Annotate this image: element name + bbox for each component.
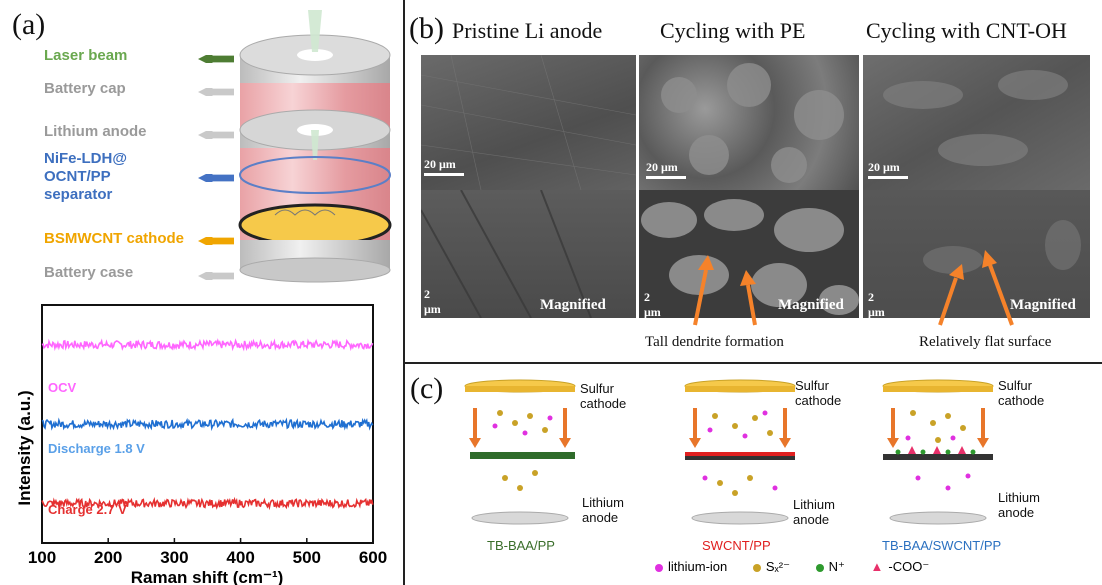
x-tick-label: 200 [94, 548, 122, 567]
sem-pristine-top [421, 55, 636, 190]
panel-a-letter: (a) [12, 8, 46, 41]
column-title-pe: Cycling with PE [660, 18, 806, 43]
x-tick-label: 400 [226, 548, 254, 567]
magnified-cnt-oh: Magnified [1010, 297, 1076, 313]
arrow-lithium-anode [198, 131, 234, 139]
cell-1-bottom-label: Lithium anode [582, 495, 624, 525]
lithium-ion-dot-icon [655, 563, 663, 572]
label-separator-line2: OCNT/PP [44, 168, 111, 185]
y-axis-label: Intensity (a.u.) [15, 390, 34, 505]
sem-pe-top [639, 55, 859, 190]
scalebar-pristine-top: 20 μm [424, 157, 464, 176]
panel-c-letter: (c) [410, 372, 444, 405]
scalebar-pe-top: 20 μm [646, 160, 686, 179]
column-title-cnt-oh: Cycling with CNT-OH [866, 18, 1067, 43]
legend-item-coo: ▲ -COO⁻ [871, 559, 930, 574]
label-battery-case: Battery case [44, 264, 134, 281]
legend-label: N⁺ [828, 559, 845, 574]
label-laser-beam: Laser beam [44, 47, 128, 64]
cell-2-top-label: Sulfur cathode [795, 378, 842, 408]
scalebar-label: 20 μm [868, 160, 900, 174]
arrow-laser-beam [198, 55, 234, 63]
series-line [41, 338, 374, 352]
x-tick-label: 100 [28, 548, 56, 567]
cell-schematic-3 [882, 379, 994, 525]
legend-item-polysulfide: Sₓ²⁻ [752, 559, 791, 574]
scalebar-label: 2 μm [424, 287, 441, 316]
arrow-battery-cap [198, 88, 234, 96]
divider-vertical [403, 0, 405, 585]
dendrite-arrows [693, 250, 1014, 326]
x-tick-label: 300 [160, 548, 188, 567]
scalebar-cnt-oh-top: 20 μm [868, 160, 908, 179]
scalebar-pe-bottom: 2 μm [644, 290, 666, 324]
legend-charge: Charge 2.7 V [48, 502, 127, 517]
polysulfide-dot-icon [752, 563, 761, 572]
legend: lithium-ion Sₓ²⁻ N⁺ ▲ -COO⁻ [655, 559, 929, 575]
label-lithium-anode: Lithium anode [44, 123, 147, 140]
cell-2-bottom-label: Lithium anode [793, 497, 835, 527]
series-line [41, 417, 374, 432]
cell-3-bottom-label: Lithium anode [998, 490, 1040, 520]
cell-1-name: TB-BAA/PP [487, 538, 555, 553]
cell-2-name: SWCNT/PP [702, 538, 771, 553]
cell-schematic-1 [464, 379, 576, 525]
cell-3-top-label: Sulfur cathode [998, 378, 1045, 408]
arrow-cathode [198, 237, 234, 245]
cell-schematic-2 [684, 379, 796, 525]
scalebar-label: 2 μm [868, 290, 885, 319]
label-separator-line1: NiFe-LDH@ [44, 150, 127, 167]
panel-b-letter: (b) [409, 12, 444, 45]
x-tick-label: 500 [293, 548, 321, 567]
magnified-pristine: Magnified [540, 297, 606, 313]
legend-ocv: OCV [48, 380, 77, 395]
caption-flat-surface: Relatively flat surface [919, 334, 1052, 350]
label-cathode: BSMWCNT cathode [44, 230, 184, 247]
arrow-separator [198, 174, 234, 182]
arrow-battery-case [198, 272, 234, 280]
series-line [41, 496, 374, 511]
scalebar-cnt-oh-bottom: 2 μm [868, 290, 890, 324]
scalebar-label: 20 μm [646, 160, 678, 174]
raman-chart: 100 200 300 400 500 600 Intensity (a.u.) Rama… [15, 304, 387, 585]
sem-cnt-oh-top [863, 55, 1090, 190]
n-plus-dot-icon [815, 563, 824, 572]
scalebar-label: 2 μm [644, 290, 661, 319]
magnified-pe: Magnified [778, 297, 844, 313]
scalebar-pristine-bottom: 2 μm [424, 287, 446, 321]
legend-label: lithium-ion [668, 559, 728, 574]
scalebar-label: 20 μm [424, 157, 456, 171]
sem-cnt-oh-bottom [863, 190, 1090, 318]
cell-1-top-label: Sulfur cathode [580, 381, 627, 411]
coo-triangle-icon: ▲ [870, 559, 884, 574]
legend-item-n-plus: N⁺ [815, 559, 845, 574]
sem-pristine-bottom [421, 190, 636, 318]
x-axis-label: Raman shift (cm⁻¹) [131, 568, 284, 585]
legend-item-lithium-ion: lithium-ion [655, 559, 727, 574]
x-tick-label: 600 [359, 548, 387, 567]
column-title-pristine: Pristine Li anode [452, 18, 603, 43]
legend-discharge: Discharge 1.8 V [48, 441, 145, 456]
caption-dendrite: Tall dendrite formation [645, 334, 784, 350]
legend-label: Sₓ²⁻ [765, 559, 791, 574]
label-separator-line3: separator [44, 186, 113, 203]
cell-3-name: TB-BAA/SWCNT/PP [882, 538, 1002, 553]
battery-schematic [238, 10, 392, 283]
legend-label: -COO⁻ [888, 559, 930, 574]
label-battery-cap: Battery cap [44, 80, 126, 97]
divider-horizontal [403, 362, 1102, 364]
